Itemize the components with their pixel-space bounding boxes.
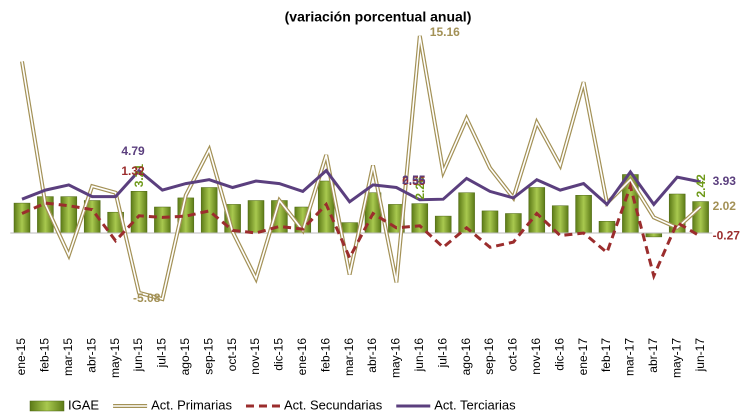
x-tick-label: abr-15 [84,338,98,373]
data-label: 3.21 [132,164,146,188]
bar [575,195,592,234]
bar [130,191,148,234]
line [21,181,702,281]
x-tick-label: jul-16 [435,338,449,369]
x-tick-label: ago-16 [459,338,473,376]
x-tick-label: jul-15 [155,338,169,369]
x-tick-label: jun-16 [412,338,426,373]
data-label: 1.32 [121,164,145,178]
bar [411,203,429,234]
data-label: 2.42 [694,174,708,198]
bar [645,232,663,238]
data-label: 2.02 [713,199,737,213]
x-tick-label: sep-15 [201,338,215,375]
data-label: 0.55 [402,174,426,188]
data-label: -0.27 [713,229,741,243]
x-tick-label: oct-15 [225,338,239,372]
data-label: 2.55 [402,173,426,187]
line-inner [21,35,702,300]
bar [247,200,265,234]
x-tick-label: jun-17 [693,338,707,373]
bar [505,213,522,234]
x-tick-label: sep-16 [482,338,496,375]
x-tick-label: dic-15 [272,338,286,371]
bar [481,210,499,234]
data-label: 4.79 [121,144,145,158]
x-tick-label: may-16 [389,338,403,378]
legend-label: Act. Primarias [151,397,232,412]
bar [13,202,31,234]
data-label: -5.08 [133,291,161,305]
x-tick-label: mar-16 [342,338,356,376]
data-label: 3.93 [713,174,737,188]
bar [154,206,171,234]
x-tick-label: oct-16 [506,338,520,372]
x-tick-label: may-15 [108,338,122,378]
legend-label: IGAE [68,397,99,412]
legend-label: Act. Terciarias [434,397,516,412]
x-tick-label: ene-15 [14,338,28,376]
bar [200,187,218,234]
x-tick-label: mar-15 [61,338,75,376]
x-tick-label: ene-16 [295,338,309,376]
legend-swatch [29,400,65,412]
x-tick-label: jun-15 [131,338,145,373]
x-tick-label: mar-17 [623,338,637,376]
bar [60,196,78,234]
x-tick-label: abr-17 [646,338,660,373]
bar [692,201,709,234]
data-label: 2.26 [413,176,427,200]
bar [598,221,616,234]
bar [434,215,452,234]
x-tick-label: feb-16 [318,338,332,372]
bar [528,187,546,234]
x-tick-label: may-17 [669,338,683,378]
x-tick-label: ago-15 [178,338,192,376]
x-tick-label: ene-17 [576,338,590,376]
chart-title: (variación porcentual anual) [285,9,472,25]
line [21,168,701,207]
x-tick-label: feb-15 [38,338,52,372]
bar [341,222,358,234]
x-tick-label: feb-17 [599,338,613,372]
data-label: 15.16 [430,25,460,39]
x-tick-label: dic-16 [552,338,566,371]
x-tick-label: nov-16 [529,338,543,375]
legend-label: Act. Secundarias [284,397,383,412]
x-tick-label: abr-16 [365,338,379,373]
x-tick-label: nov-15 [248,338,262,375]
